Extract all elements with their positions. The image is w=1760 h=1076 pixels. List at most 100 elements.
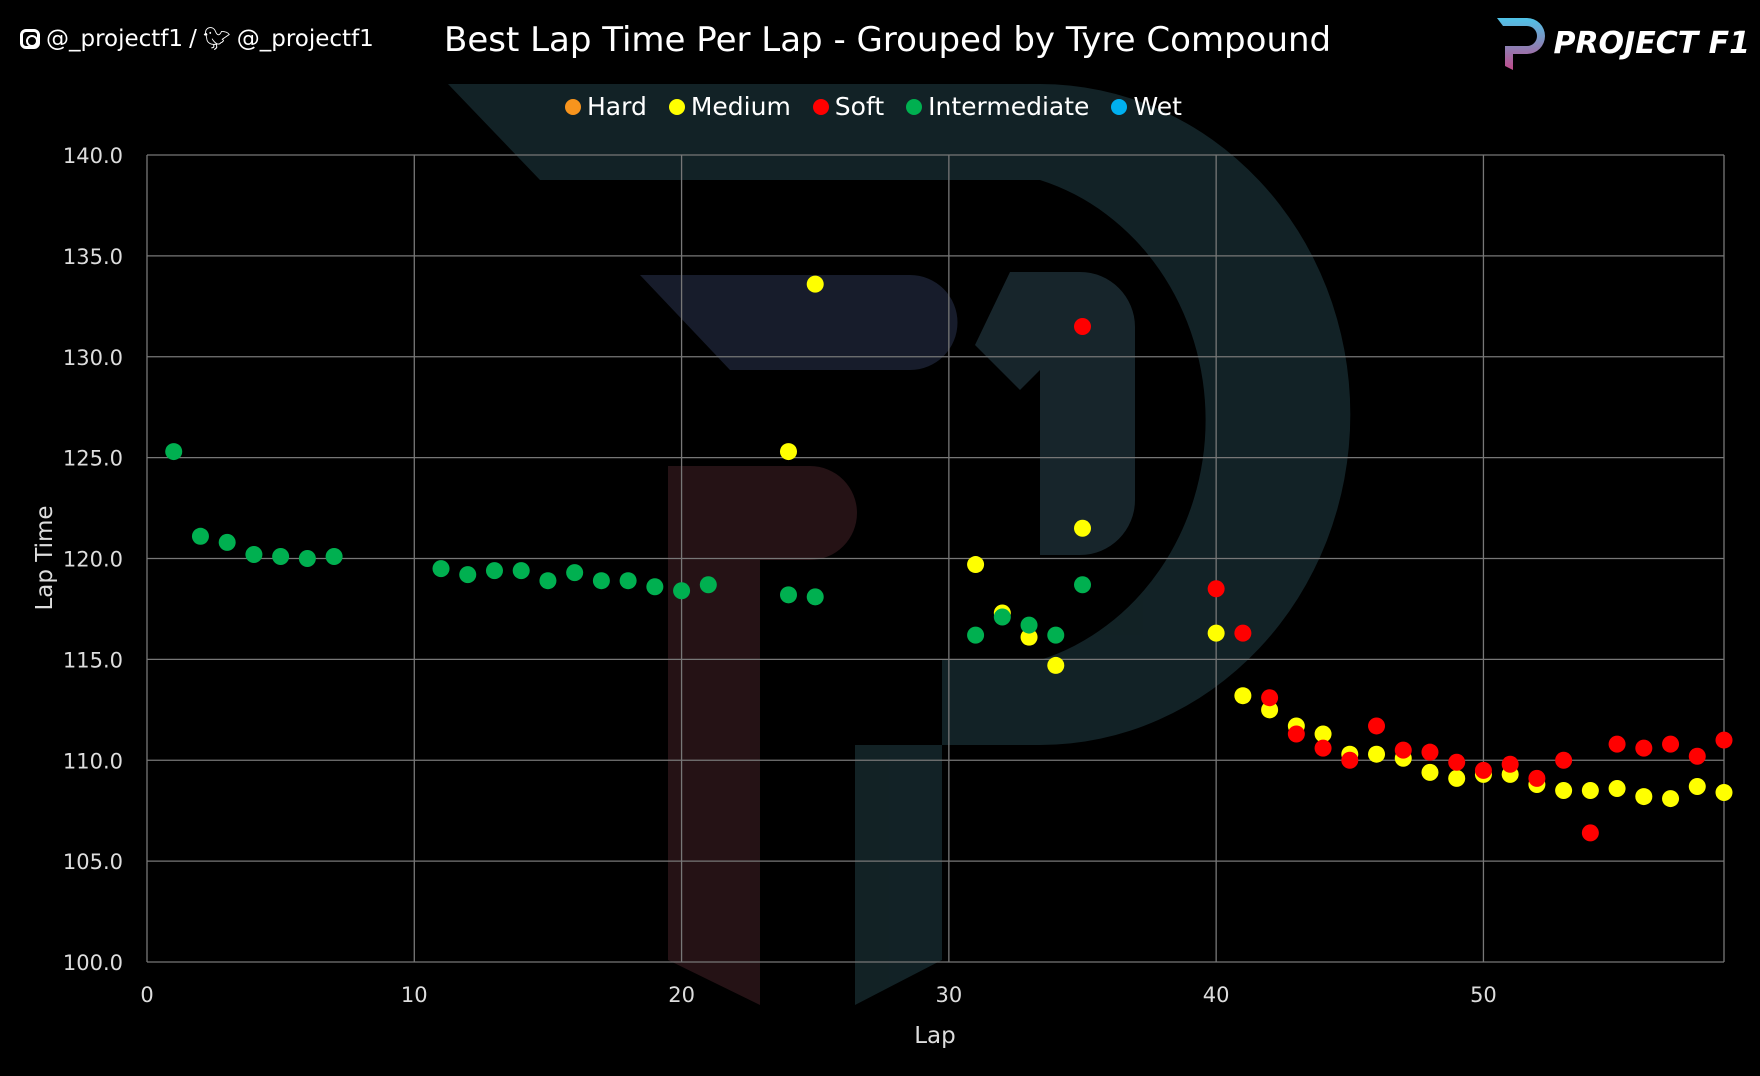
- data-point-intermediate: [967, 626, 985, 644]
- data-point-soft: [1715, 731, 1733, 749]
- data-point-soft: [1287, 725, 1305, 743]
- instagram-handle: @_projectf1: [46, 26, 184, 52]
- brand-name: PROJECT F1: [1553, 25, 1750, 61]
- grid: [146, 154, 1725, 963]
- data-point-medium: [1074, 519, 1092, 537]
- data-point-soft: [1394, 741, 1412, 759]
- data-point-medium: [1234, 687, 1252, 705]
- data-point-soft: [1368, 717, 1386, 735]
- y-tick-label: 130.0: [63, 346, 123, 370]
- data-point-soft: [1074, 317, 1092, 335]
- legend-marker-icon: [1111, 98, 1128, 115]
- data-point-medium: [1207, 624, 1225, 642]
- data-point-intermediate: [485, 562, 503, 580]
- data-point-intermediate: [191, 527, 209, 545]
- project-f1-logo-icon: [1497, 18, 1546, 70]
- data-point-medium: [1314, 725, 1332, 743]
- y-tick-label: 140.0: [63, 144, 123, 168]
- data-point-medium: [1608, 779, 1626, 797]
- data-point-soft: [1635, 739, 1653, 757]
- data-point-intermediate: [512, 562, 530, 580]
- data-point-intermediate: [539, 572, 557, 590]
- data-point-medium: [1020, 628, 1038, 646]
- data-point-medium: [1662, 790, 1680, 808]
- data-point-intermediate: [1020, 616, 1038, 634]
- legend: Hard Medium Soft Intermediate Wet: [565, 92, 1182, 121]
- data-point-intermediate: [298, 550, 316, 567]
- x-axis-label: Lap: [914, 1023, 956, 1049]
- y-tick-label: 110.0: [63, 749, 123, 773]
- legend-item-intermediate: Intermediate: [906, 92, 1089, 121]
- axes: 100.0 105.0 110.0 115.0 120.0 125.0 130.0 135.0…: [63, 144, 1497, 1007]
- legend-marker-icon: [668, 98, 685, 115]
- data-point-intermediate: [165, 443, 183, 461]
- y-tick-label: 100.0: [63, 951, 123, 975]
- data-point-soft: [1314, 739, 1332, 757]
- legend-marker-icon: [906, 98, 923, 115]
- legend-label: Soft: [834, 92, 885, 121]
- data-point-medium: [1448, 769, 1466, 787]
- data-point-intermediate: [245, 545, 263, 563]
- data-point-soft: [1528, 769, 1546, 787]
- data-point-intermediate: [646, 578, 664, 596]
- data-point-intermediate: [459, 566, 477, 584]
- data-point-soft: [1608, 735, 1626, 753]
- data-point-soft: [1448, 753, 1466, 771]
- data-point-intermediate: [1047, 626, 1065, 644]
- x-tick-label: 20: [668, 983, 695, 1007]
- data-point-medium: [1715, 784, 1733, 802]
- data-point-soft: [1662, 735, 1680, 753]
- y-tick-label: 115.0: [63, 648, 123, 672]
- data-point-soft: [1261, 689, 1279, 707]
- data-point-soft: [1234, 624, 1252, 642]
- data-point-intermediate: [592, 572, 610, 590]
- data-point-medium: [1581, 782, 1599, 800]
- data-point-intermediate: [566, 564, 584, 582]
- social-handles: @_projectf1 / 🐦︎ @_projectf1: [20, 26, 374, 52]
- legend-label: Medium: [690, 92, 791, 121]
- chart-title: Best Lap Time Per Lap - Grouped by Tyre …: [444, 20, 1332, 60]
- x-tick-label: 50: [1470, 983, 1497, 1007]
- data-point-intermediate: [272, 547, 290, 565]
- data-point-medium: [1635, 788, 1653, 806]
- data-point-medium: [779, 443, 797, 461]
- data-point-medium: [806, 275, 824, 293]
- legend-label: Hard: [587, 92, 647, 121]
- y-tick-label: 105.0: [63, 850, 123, 874]
- data-point-medium: [1555, 782, 1573, 800]
- legend-marker-icon: [565, 98, 581, 115]
- brand-logo: PROJECT F1: [1493, 14, 1750, 72]
- data-points: [165, 275, 1733, 842]
- data-point-intermediate: [325, 547, 343, 565]
- legend-label: Wet: [1133, 92, 1182, 121]
- data-point-intermediate: [806, 588, 824, 606]
- legend-item-medium: Medium: [668, 92, 791, 121]
- data-point-intermediate: [673, 582, 691, 600]
- data-point-soft: [1688, 747, 1706, 765]
- data-point-soft: [1207, 580, 1225, 598]
- x-tick-label: 0: [140, 983, 153, 1007]
- data-point-medium: [1688, 777, 1706, 795]
- y-tick-label: 125.0: [63, 447, 123, 471]
- separator: /: [189, 26, 197, 52]
- data-point-medium: [1047, 656, 1065, 674]
- data-point-intermediate: [619, 572, 637, 590]
- y-axis-label: Lap Time: [32, 505, 58, 610]
- legend-item-soft: Soft: [812, 92, 885, 121]
- x-tick-label: 30: [935, 983, 962, 1007]
- legend-item-hard: Hard: [565, 92, 647, 121]
- instagram-icon: [20, 29, 40, 49]
- data-point-soft: [1555, 751, 1573, 769]
- y-tick-label: 120.0: [63, 548, 123, 572]
- data-point-intermediate: [1074, 576, 1092, 594]
- data-point-medium: [967, 556, 985, 574]
- data-point-medium: [1261, 701, 1279, 719]
- data-point-medium: [1421, 763, 1439, 781]
- data-point-intermediate: [432, 560, 450, 578]
- twitter-icon: 🐦︎: [202, 26, 231, 52]
- x-tick-label: 10: [401, 983, 428, 1007]
- legend-item-wet: Wet: [1111, 92, 1182, 121]
- watermark-logo: [448, 84, 1351, 1005]
- y-tick-label: 135.0: [63, 245, 123, 269]
